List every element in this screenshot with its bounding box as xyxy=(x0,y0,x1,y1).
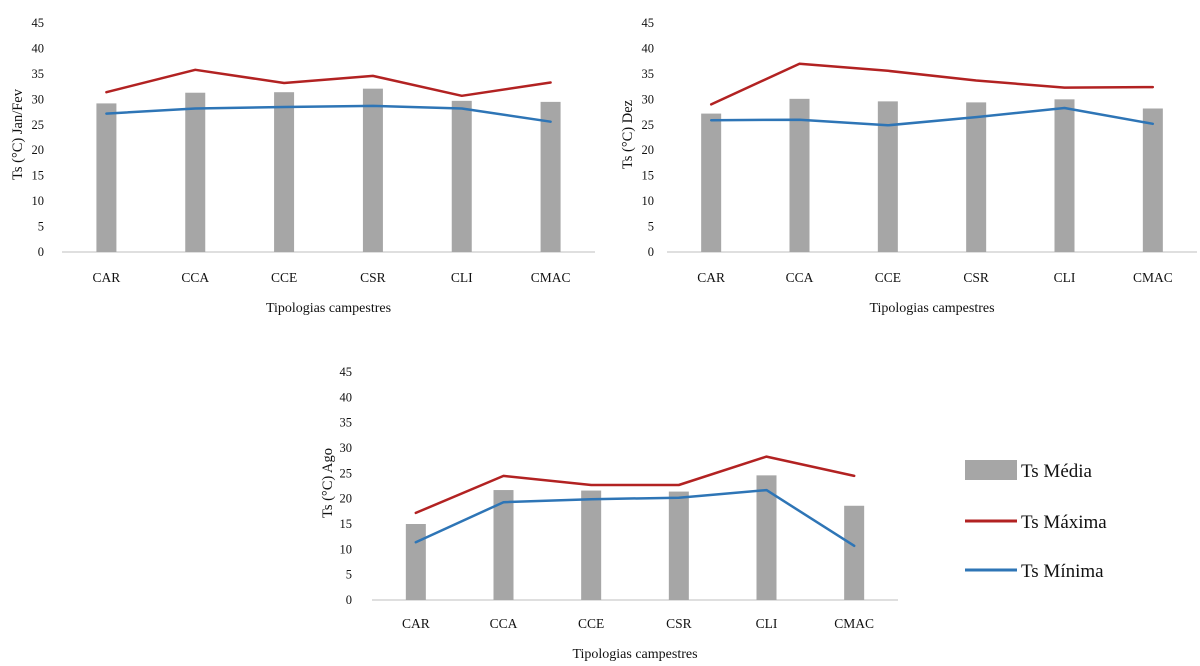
bar-ts-media xyxy=(581,490,602,600)
x-category-label: CLI xyxy=(451,270,473,285)
bar-ts-media xyxy=(966,102,987,253)
y-tick-label: 10 xyxy=(32,194,45,208)
bar-ts-media xyxy=(451,100,472,252)
y-tick-label: 5 xyxy=(648,220,654,234)
y-tick-label: 35 xyxy=(340,416,353,430)
bar-ts-media xyxy=(1054,99,1075,252)
y-tick-label: 5 xyxy=(346,568,352,582)
x-category-label: CSR xyxy=(963,270,989,285)
x-category-label: CMAC xyxy=(531,270,571,285)
y-tick-label: 0 xyxy=(346,593,352,607)
y-axis-title: Ts (°C) Jan/Fev xyxy=(10,88,26,180)
line-ts-maxima xyxy=(105,68,552,98)
x-axis-title: Tipologias campestres xyxy=(869,301,994,316)
chart-jan-fev: 0 5 10 15 20 25 30 35 40 45 CAR CCA CCE CSR CLI CMAC Tip… xyxy=(10,16,595,316)
y-tick-label: 25 xyxy=(340,466,353,480)
bar-ts-media xyxy=(701,113,722,253)
x-category-label: CCA xyxy=(181,270,209,285)
bar-ts-media xyxy=(96,103,117,252)
bar-ts-media xyxy=(405,524,426,600)
legend-label: Ts Mínima xyxy=(1021,561,1104,582)
bar-ts-media xyxy=(274,92,295,252)
y-tick-label: 10 xyxy=(642,194,655,208)
bar-ts-media xyxy=(789,98,810,252)
bar-ts-media xyxy=(756,475,777,600)
chart-ago: 0 5 10 15 20 25 30 35 40 45 CAR CCA CCE CSR CLI CMAC Tip… xyxy=(320,365,898,662)
legend-swatch-media xyxy=(965,460,1017,480)
x-category-label: CCE xyxy=(875,270,901,285)
y-tick-label: 15 xyxy=(32,169,45,183)
line-ts-minima xyxy=(105,104,552,123)
x-category-label: CAR xyxy=(93,270,121,285)
x-category-label: CSR xyxy=(360,270,386,285)
line-ts-maxima xyxy=(709,62,1155,106)
bar-ts-media xyxy=(668,491,689,600)
bar-ts-media xyxy=(877,101,898,252)
y-tick-label: 30 xyxy=(340,441,353,455)
bar-ts-media xyxy=(1142,108,1163,252)
y-tick-label: 40 xyxy=(340,390,353,404)
y-tick-label: 20 xyxy=(32,143,45,157)
x-category-label: CCE xyxy=(271,270,297,285)
x-category-label: CLI xyxy=(756,616,778,631)
y-tick-label: 15 xyxy=(642,169,655,183)
y-tick-label: 0 xyxy=(38,245,44,259)
y-tick-label: 20 xyxy=(642,143,655,157)
legend-label: Ts Média xyxy=(1021,461,1093,482)
y-tick-label: 30 xyxy=(642,92,655,106)
legend: Ts Média Ts Máxima Ts Mínima xyxy=(965,460,1107,582)
x-category-label: CCA xyxy=(786,270,814,285)
y-tick-label: 35 xyxy=(642,67,655,81)
bar-ts-media xyxy=(844,505,865,600)
x-axis-title: Tipologias campestres xyxy=(572,647,697,662)
y-tick-label: 40 xyxy=(642,41,655,55)
x-category-label: CAR xyxy=(402,616,430,631)
y-tick-label: 30 xyxy=(32,92,45,106)
y-axis-title: Ts (°C) Dez xyxy=(620,99,636,169)
line-ts-minima xyxy=(414,488,856,548)
y-tick-label: 45 xyxy=(340,365,353,379)
line-ts-minima xyxy=(709,106,1155,127)
x-category-label: CCE xyxy=(578,616,604,631)
y-tick-label: 15 xyxy=(340,517,353,531)
y-tick-label: 35 xyxy=(32,67,45,81)
x-category-label: CMAC xyxy=(1133,270,1173,285)
y-tick-label: 45 xyxy=(32,16,45,30)
y-tick-label: 25 xyxy=(32,118,45,132)
bar-ts-media xyxy=(493,490,514,600)
y-tick-label: 45 xyxy=(642,16,655,30)
y-tick-label: 5 xyxy=(38,220,44,234)
y-tick-label: 20 xyxy=(340,492,353,506)
bar-ts-media xyxy=(540,101,561,252)
x-category-label: CSR xyxy=(666,616,692,631)
bar-ts-media xyxy=(362,88,383,252)
legend-label: Ts Máxima xyxy=(1021,512,1107,533)
line-ts-maxima xyxy=(414,455,856,515)
x-category-label: CAR xyxy=(697,270,725,285)
bar-ts-media xyxy=(185,92,206,253)
x-category-label: CLI xyxy=(1054,270,1076,285)
y-axis-title: Ts (°C) Ago xyxy=(320,448,336,518)
chart-dez: 0 5 10 15 20 25 30 35 40 45 CAR CCA CCE CSR CLI CMAC Tip… xyxy=(620,16,1197,316)
y-tick-label: 25 xyxy=(642,118,655,132)
y-tick-label: 40 xyxy=(32,41,45,55)
x-category-label: CMAC xyxy=(834,616,874,631)
y-tick-label: 0 xyxy=(648,245,654,259)
x-axis-title: Tipologias campestres xyxy=(266,301,391,316)
x-category-label: CCA xyxy=(490,616,518,631)
y-tick-label: 10 xyxy=(340,542,353,556)
